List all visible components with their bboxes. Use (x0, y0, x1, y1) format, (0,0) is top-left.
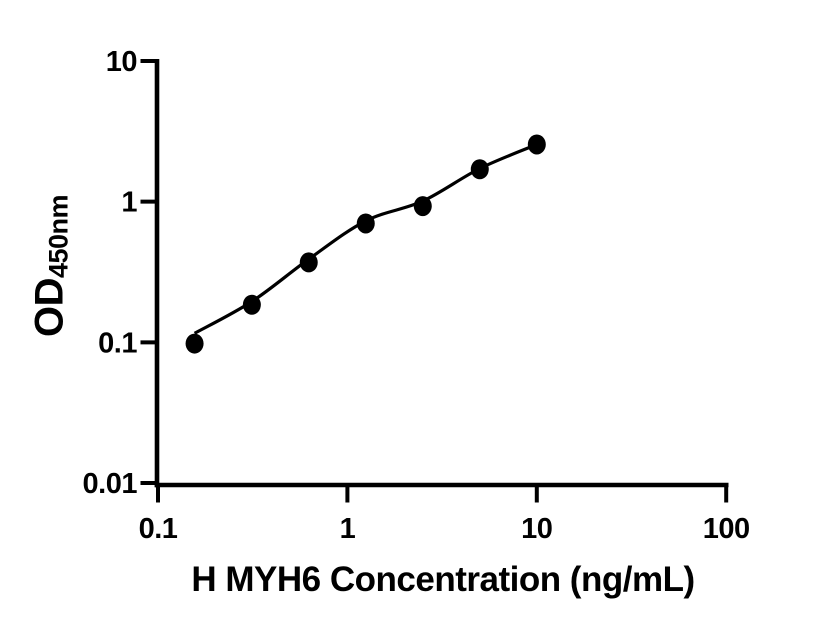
y-tick-label: 0.01 (83, 468, 138, 500)
y-axis-title-main: OD (27, 278, 72, 338)
x-tick-label: 0.1 (139, 513, 178, 545)
y-axis-title-subscript: 450nm (43, 194, 74, 279)
x-tick-label: 1 (340, 513, 356, 545)
data-point (527, 134, 546, 155)
y-tick-label: 10 (106, 46, 137, 78)
y-tick-label: 0.1 (98, 327, 137, 359)
y-axis-title: OD450nm (28, 195, 75, 337)
data-point (299, 252, 318, 273)
y-tick-label: 1 (121, 187, 137, 219)
data-point (185, 333, 204, 354)
x-tick-label: 100 (703, 513, 750, 545)
data-point (356, 213, 375, 234)
data-point (470, 159, 489, 180)
data-point (242, 294, 261, 315)
data-point (413, 196, 432, 217)
x-tick-label: 10 (521, 513, 552, 545)
x-axis-title: H MYH6 Concentration (ng/mL) (191, 560, 695, 599)
